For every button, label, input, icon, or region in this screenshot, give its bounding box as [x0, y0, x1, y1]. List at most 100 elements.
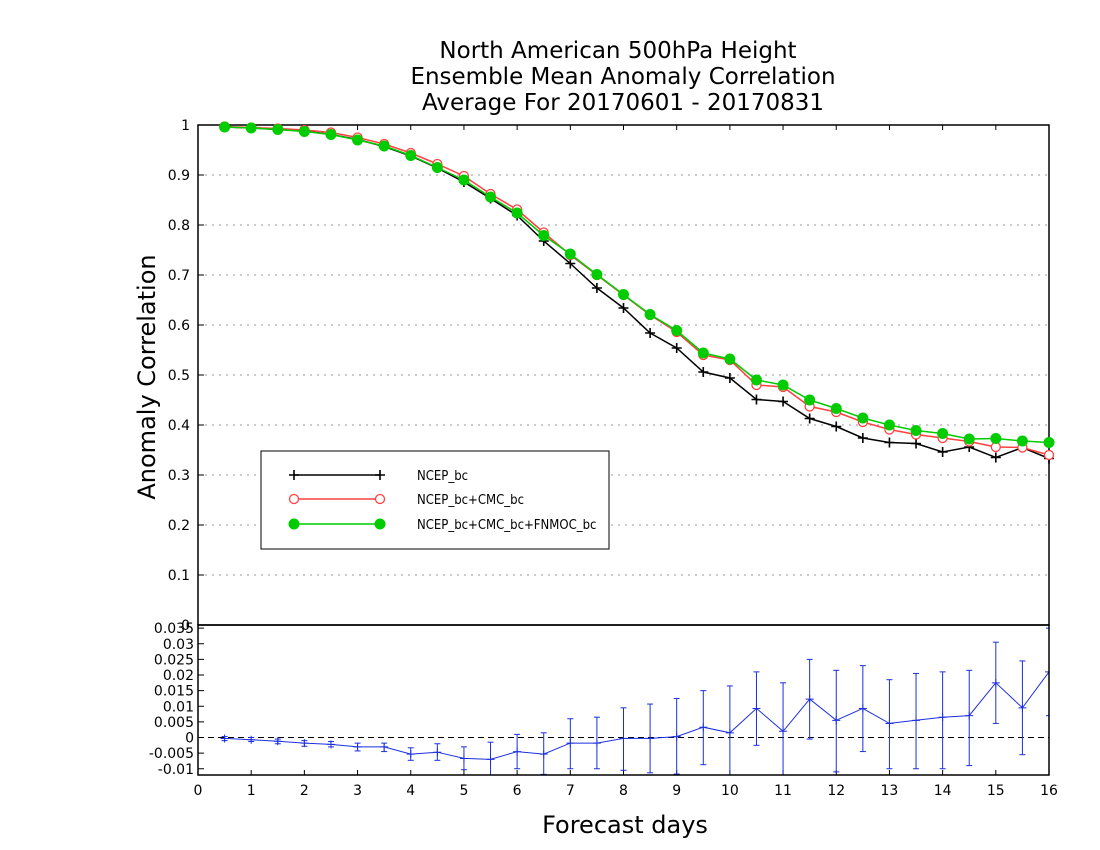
x-tick-label: 5	[459, 783, 468, 799]
diff-point	[326, 740, 335, 749]
legend-box	[260, 450, 610, 550]
diff-point	[752, 704, 761, 713]
diff-point	[459, 754, 468, 763]
diff-point	[406, 750, 415, 759]
data-point	[272, 124, 284, 135]
diff-point	[1018, 703, 1027, 712]
bottom-plot-area: -0.01-0.00500.0050.010.0150.020.0250.030…	[149, 621, 1058, 799]
diff-point	[619, 734, 628, 743]
y-tick-label: 0	[185, 731, 194, 747]
data-point	[485, 191, 497, 203]
data-point	[431, 162, 443, 173]
data-point	[644, 309, 656, 320]
data-point	[671, 325, 683, 336]
diff-point	[991, 678, 1000, 687]
x-tick-label: 16	[1040, 783, 1058, 799]
y-tick-label: 0.6	[168, 318, 190, 334]
diff-point	[832, 716, 841, 725]
x-axis-title: Forecast days	[542, 811, 708, 839]
legend-marker	[288, 493, 300, 505]
data-point	[750, 374, 762, 386]
y-tick-label: 0.5	[168, 368, 190, 384]
y-tick-label: -0.01	[158, 762, 194, 778]
data-point	[378, 140, 390, 152]
data-point	[325, 129, 337, 140]
diff-point	[779, 727, 788, 736]
y-tick-label: 0.015	[154, 684, 194, 700]
chart-title-line-1: North American 500hPa Height	[439, 38, 796, 64]
series-line-2	[224, 126, 1050, 444]
data-point	[804, 413, 815, 424]
x-tick-label: 6	[513, 783, 522, 799]
data-point	[298, 126, 310, 137]
data-point	[883, 419, 895, 431]
data-point	[591, 269, 603, 280]
data-point	[352, 134, 364, 146]
diff-point	[300, 739, 309, 748]
diff-line	[224, 671, 1049, 760]
data-point	[671, 343, 682, 353]
data-point	[910, 425, 922, 436]
data-point	[831, 421, 842, 432]
legend-marker	[375, 470, 385, 480]
x-tick-label: 1	[247, 783, 256, 799]
data-point	[645, 328, 656, 338]
diff-point	[912, 716, 921, 725]
data-point	[698, 367, 709, 377]
data-point	[245, 122, 257, 134]
diff-point	[486, 755, 495, 764]
data-point	[697, 347, 709, 359]
y-tick-label: 0.03	[163, 637, 194, 653]
data-point	[1043, 449, 1055, 461]
chart-title-line-2: Ensemble Mean Anomaly Correlation	[410, 64, 835, 90]
data-point	[565, 258, 576, 269]
y-tick-label: 0.025	[154, 652, 194, 668]
legend-label: NCEP_bc	[417, 469, 468, 484]
legend-label: NCEP_bc+CMC_bc+FNMOC_bc	[417, 518, 596, 533]
data-point	[1016, 435, 1028, 447]
chart-title-line-3: Average For 20170601 - 20170831	[422, 90, 824, 116]
data-point	[963, 433, 975, 445]
x-tick-label: 7	[566, 783, 575, 799]
y-tick-label: 0	[181, 618, 190, 634]
diff-point	[885, 719, 894, 728]
diff-point	[273, 737, 282, 746]
data-point	[405, 150, 417, 161]
data-point	[538, 230, 550, 241]
x-tick-label: 14	[934, 783, 952, 799]
diff-point	[566, 739, 575, 748]
data-point	[618, 289, 629, 300]
data-point	[724, 353, 736, 365]
x-tick-label: 10	[721, 783, 739, 799]
diff-point	[592, 739, 601, 748]
data-point	[778, 396, 789, 407]
series-line-1	[224, 125, 1050, 456]
y-tick-label: 0.8	[168, 218, 190, 234]
diff-point	[938, 713, 947, 722]
data-point	[937, 447, 948, 457]
data-point	[751, 394, 762, 405]
data-point	[458, 174, 470, 186]
top-plot-area: 0 0.1 0.2 0.3 0.4 0.5 0.6 0.7 0.8 0.9 1	[168, 118, 1055, 634]
y-tick-label: 0.4	[168, 418, 190, 434]
y-tick-label: 0.035	[154, 621, 194, 637]
chart-title: North American 500hPa Height Ensemble Me…	[410, 38, 835, 116]
y-tick-label: -0.005	[149, 746, 194, 762]
y-tick-label: 0.9	[168, 168, 190, 184]
data-point	[804, 394, 816, 406]
diff-point	[858, 704, 867, 713]
x-tick-label: 11	[774, 783, 792, 799]
diff-point	[725, 728, 734, 737]
y-tick-label: 0.005	[154, 715, 194, 731]
x-tick-label: 9	[672, 783, 681, 799]
y-axis-title: Anomaly Correlation	[133, 254, 161, 499]
diff-point	[1045, 667, 1049, 676]
legend: NCEP_bc NCEP_bc+CMC_bc NCEP_bc+CMC_bc+FNMO…	[260, 450, 610, 550]
x-tick-label: 8	[619, 783, 628, 799]
diff-point	[539, 750, 548, 759]
legend-marker	[374, 493, 386, 505]
y-tick-label: 0.7	[168, 268, 190, 284]
data-point	[857, 412, 869, 424]
x-tick-label: 12	[827, 783, 845, 799]
